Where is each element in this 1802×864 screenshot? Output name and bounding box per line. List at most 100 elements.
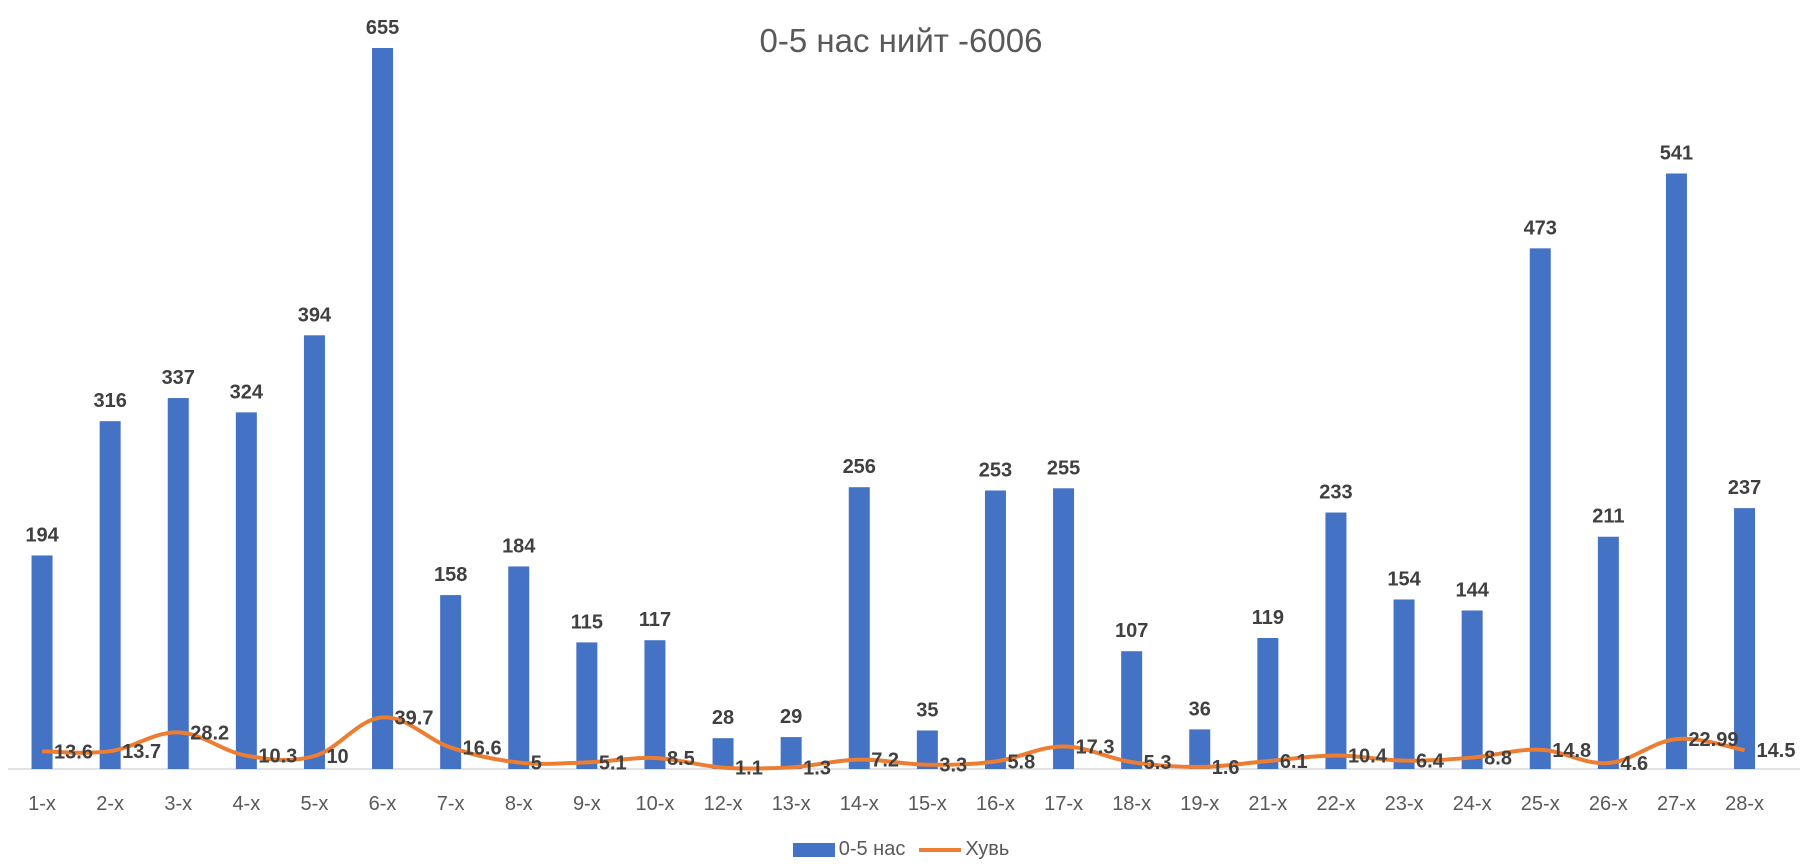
x-tick-label: 2-х (96, 793, 124, 815)
line-data-label: 13.7 (122, 741, 161, 763)
x-tick-label: 12-х (704, 793, 743, 815)
bar-23-х (1393, 599, 1415, 769)
line-data-labels: 13.6 13.7 28.2 10.3 10 39.7 16.6 5 5.1 8.5 1.1 1.3 7… (54, 707, 1795, 779)
line-data-label: 10.3 (258, 746, 297, 768)
line-data-label: 22.99 (1688, 729, 1738, 751)
chart-title: 0-5 нас нийт -6006 (759, 22, 1043, 59)
bar-data-label: 316 (93, 390, 126, 412)
legend-item-line: Хувь (919, 838, 1009, 861)
line-data-label: 6.1 (1280, 751, 1308, 773)
bar-12-х (712, 738, 734, 769)
line-data-label: 10.4 (1348, 745, 1388, 767)
line-data-label: 6.4 (1416, 751, 1445, 773)
line-data-label: 5.1 (599, 752, 627, 774)
x-axis-ticks: 1-х 2-х 3-х 4-х 5-х 6-х 7-х 8-х 9-х 10-х 12-х 13-х 1… (28, 793, 1764, 815)
legend-item-bar: 0-5 нас (792, 838, 906, 861)
line-data-label: 5.3 (1144, 752, 1172, 774)
bar-2-х (99, 421, 121, 769)
x-tick-label: 10-х (635, 793, 674, 815)
x-tick-label: 25-х (1521, 793, 1560, 815)
line-data-label: 5.8 (1007, 751, 1035, 773)
bar-data-label: 35 (916, 699, 938, 721)
line-data-label: 14.8 (1552, 740, 1591, 762)
line-data-label: 3.3 (939, 755, 967, 777)
legend-label-line: Хувь (965, 838, 1010, 860)
x-tick-label: 7-х (437, 793, 465, 815)
x-tick-label: 16-х (976, 793, 1015, 815)
bar-3-х (167, 398, 189, 769)
bar-data-label: 255 (1047, 457, 1080, 479)
line-data-label: 1.3 (803, 757, 831, 779)
x-tick-label: 26-х (1589, 793, 1628, 815)
x-tick-label: 8-х (505, 793, 533, 815)
x-tick-label: 19-х (1180, 793, 1219, 815)
line-series (42, 715, 1745, 771)
line-data-label: 10 (326, 746, 348, 768)
bar-data-label: 194 (25, 524, 59, 546)
x-tick-label: 6-х (369, 793, 397, 815)
bar-13-х (780, 737, 802, 769)
legend: 0-5 нас Хувь (0, 838, 1802, 861)
bar-data-label: 158 (434, 564, 467, 586)
line-data-label: 28.2 (190, 722, 229, 744)
bar-10-х (644, 640, 666, 769)
legend-label-bar: 0-5 нас (838, 838, 906, 860)
bar-data-label: 119 (1252, 607, 1284, 629)
bar-18-х (1121, 651, 1143, 769)
line-data-label: 13.6 (54, 741, 93, 763)
bar-data-label: 233 (1319, 482, 1352, 504)
bar-17-х (1053, 488, 1075, 769)
line-data-label: 7.2 (871, 750, 899, 772)
bar-1-х (31, 555, 53, 769)
bar-data-label: 253 (979, 460, 1012, 482)
bar-data-labels: 194 316 337 324 394 655 158 184 115 117 28 29 256 35 2… (25, 17, 1761, 729)
bar-7-х (440, 595, 462, 769)
x-tick-label: 22-х (1316, 793, 1355, 815)
bar-8-х (508, 566, 530, 769)
x-tick-label: 5-х (301, 793, 329, 815)
bar-data-label: 115 (571, 611, 603, 633)
bar-series (31, 48, 1756, 769)
bar-data-label: 184 (502, 535, 536, 557)
line-data-label: 8.8 (1484, 748, 1512, 770)
line-data-label: 8.5 (667, 748, 695, 770)
bar-data-label: 324 (230, 381, 264, 403)
bar-data-label: 28 (712, 707, 734, 729)
x-tick-label: 24-х (1453, 793, 1492, 815)
bar-16-х (984, 490, 1006, 769)
bar-19-х (1189, 729, 1211, 769)
bar-14-х (848, 487, 870, 769)
bar-data-label: 394 (298, 304, 332, 326)
bar-4-х (235, 412, 257, 769)
bar-data-label: 473 (1524, 217, 1557, 239)
bar-data-label: 36 (1189, 698, 1211, 720)
bar-data-label: 541 (1660, 142, 1693, 164)
line-data-label: 14.5 (1757, 740, 1796, 762)
chart-plot: 194 316 337 324 394 655 158 184 115 117 28 29 256 35 2… (8, 17, 1800, 815)
bar-15-х (916, 730, 938, 769)
bar-data-label: 117 (639, 609, 671, 631)
bar-data-label: 154 (1387, 568, 1421, 590)
x-tick-label: 27-х (1657, 793, 1696, 815)
line-data-label: 16.6 (463, 737, 502, 759)
bar-6-х (372, 48, 394, 769)
bar-5-х (303, 335, 325, 769)
bar-28-х (1734, 508, 1756, 769)
legend-swatch-line (919, 847, 962, 852)
bar-25-х (1529, 248, 1551, 769)
x-tick-label: 3-х (164, 793, 192, 815)
x-tick-label: 9-х (573, 793, 601, 815)
x-tick-label: 13-х (772, 793, 811, 815)
x-tick-label: 15-х (908, 793, 947, 815)
x-tick-label: 18-х (1112, 793, 1151, 815)
x-tick-label: 1-х (28, 793, 56, 815)
bar-data-label: 256 (843, 456, 876, 478)
bar-9-х (576, 642, 598, 769)
x-tick-label: 21-х (1248, 793, 1287, 815)
bar-data-label: 237 (1728, 477, 1761, 499)
bar-data-label: 107 (1115, 620, 1148, 642)
x-tick-label: 14-х (840, 793, 879, 815)
bar-data-label: 655 (366, 17, 399, 39)
line-path (42, 715, 1745, 771)
bar-24-х (1461, 610, 1483, 769)
